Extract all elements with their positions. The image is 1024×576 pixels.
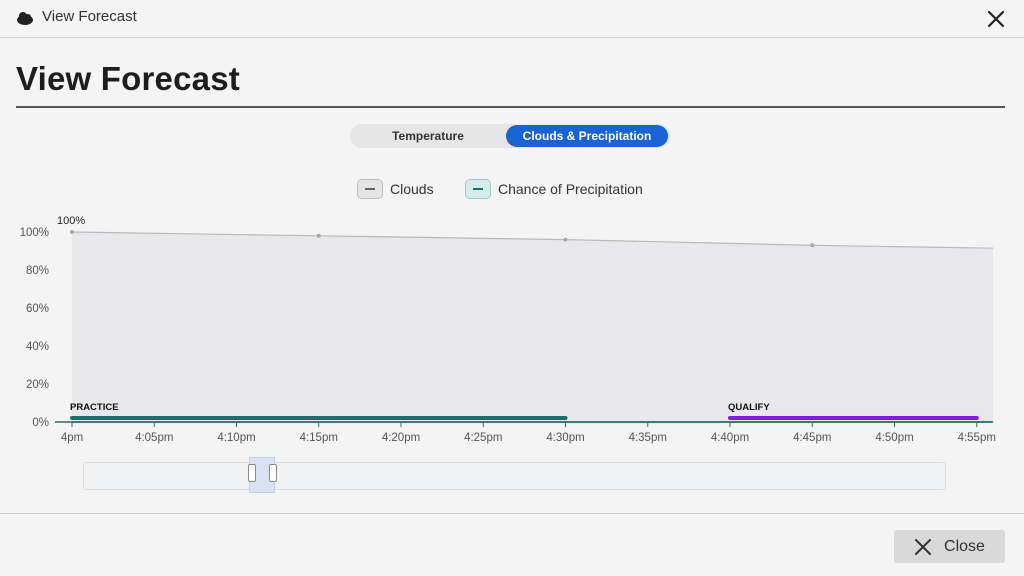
forecast-tabs: Temperature Clouds & Precipitation [350,124,670,148]
navigator-right-handle[interactable] [269,464,277,482]
x-tick-label: 4:50pm [875,432,913,444]
session-label-qualify: QUALIFY [728,402,770,413]
close-icon [915,538,932,555]
legend-item-precipitation[interactable]: Chance of Precipitation [465,178,643,200]
chart-legend: Clouds Chance of Precipitation [0,178,1024,200]
window-title: View Forecast [42,8,137,25]
y-tick-label: 80% [26,265,49,277]
clouds-point-2 [563,237,568,242]
y-tick-label: 20% [26,379,49,391]
x-tick-label: 4:40pm [711,432,749,444]
y-tick-label: 60% [26,303,49,315]
x-tick-label: 4:10pm [217,432,255,444]
y-tick-label: 100% [20,227,49,239]
page-title: View Forecast [16,60,240,97]
close-button[interactable]: Close [894,530,1005,563]
close-button-label: Close [944,537,985,555]
y-tick-label: 40% [26,341,49,353]
tab-temperature[interactable]: Temperature [392,129,464,143]
x-tick-label: 4:05pm [135,432,173,444]
x-tick-label: 4:20pm [382,432,420,444]
x-tick-label: 4:25pm [464,432,502,444]
close-icon[interactable] [986,9,1006,29]
x-tick-label: 4pm [61,432,83,444]
navigator-window[interactable] [248,457,277,493]
x-tick-label: 4:35pm [629,432,667,444]
legend-swatch-clouds [357,179,383,199]
x-tick-label: 4:45pm [793,432,831,444]
legend-item-clouds[interactable]: Clouds [357,178,434,200]
chart-navigator[interactable] [83,457,946,493]
cloud-icon [17,12,33,25]
legend-label-clouds: Clouds [390,181,434,197]
x-tick-label: 4:30pm [546,432,584,444]
forecast-chart: 100% PRACTICE QUALIFY 0% 20% 40% 60% 80% 100% 4pm… [20,215,996,444]
clouds-area [72,232,994,422]
footer-divider [0,513,1024,514]
clouds-point-0 [70,230,74,234]
clouds-data-label: 100% [57,215,85,227]
legend-label-precipitation: Chance of Precipitation [498,181,643,197]
y-tick-label: 0% [32,417,49,429]
session-label-practice: PRACTICE [70,402,119,413]
navigator-left-handle[interactable] [248,464,256,482]
clouds-point-1 [316,233,321,238]
window-titlebar: View Forecast [0,0,1024,38]
tab-clouds-precipitation[interactable]: Clouds & Precipitation [506,125,668,147]
heading-divider [16,106,1005,108]
legend-swatch-precipitation [465,179,491,199]
x-tick-label: 4:55pm [958,432,996,444]
clouds-point-3 [810,243,815,248]
x-tick-label: 4:15pm [300,432,338,444]
